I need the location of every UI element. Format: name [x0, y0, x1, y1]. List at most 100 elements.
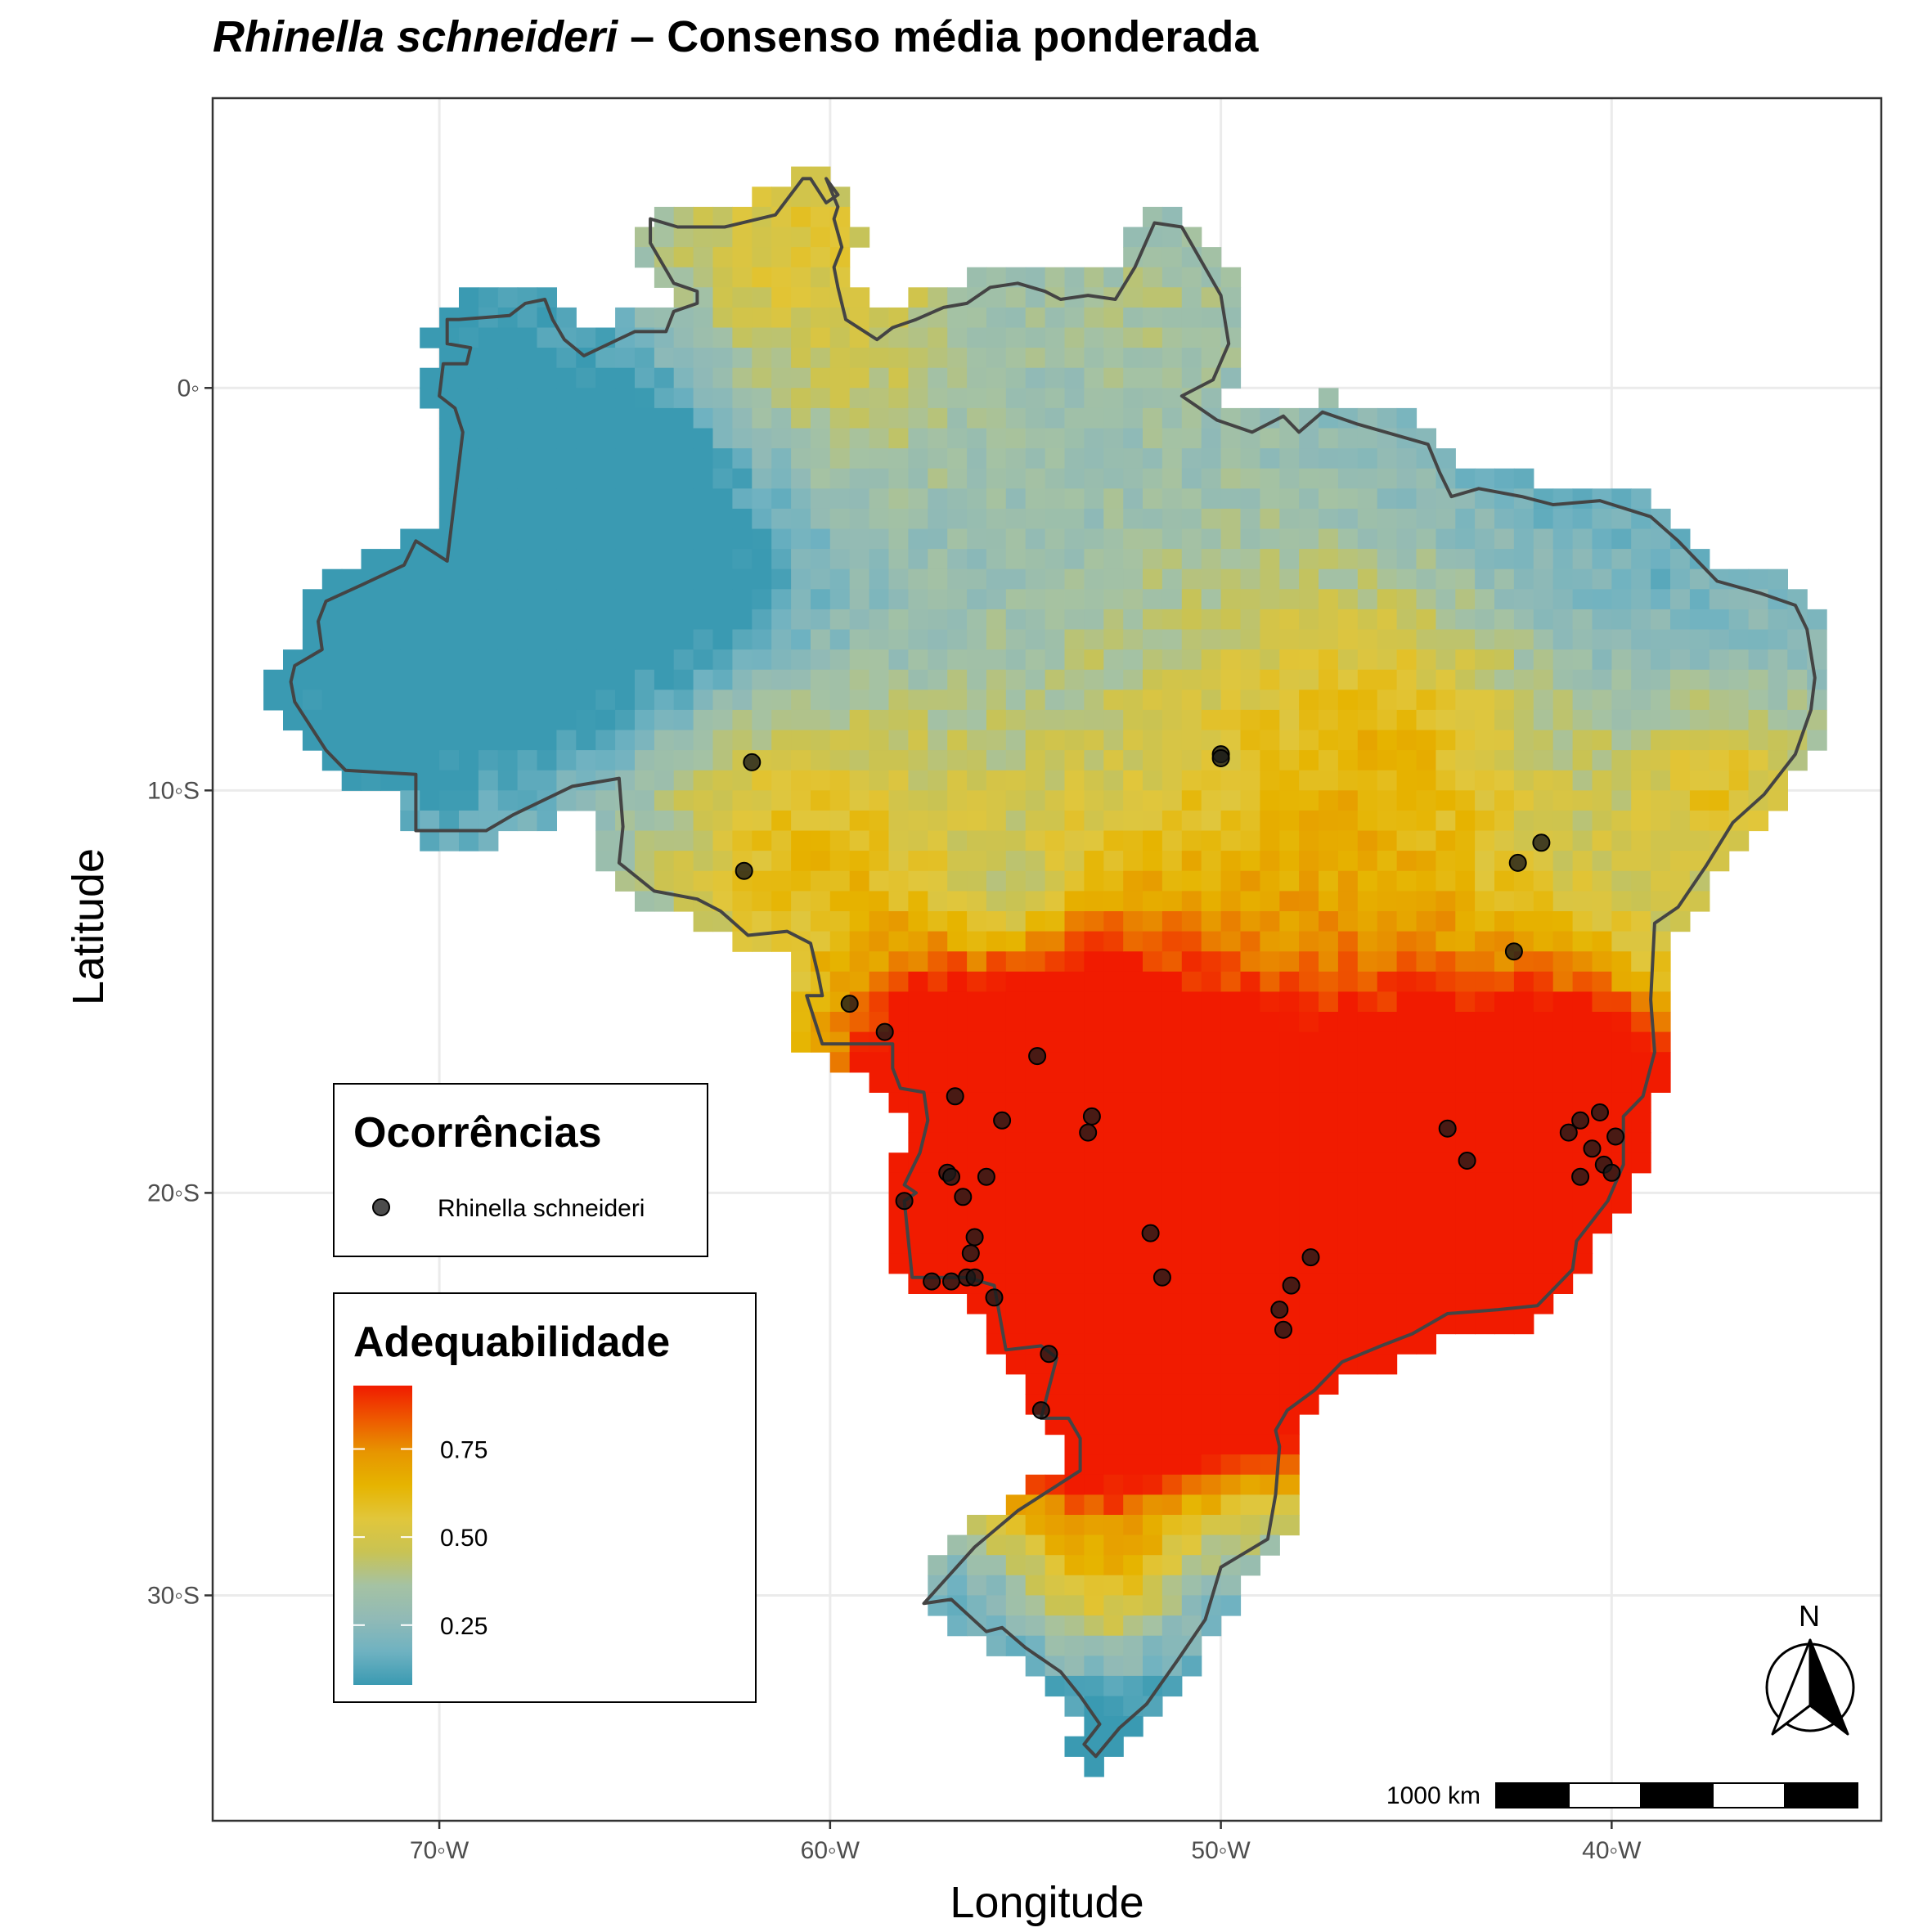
raster-cell	[791, 307, 811, 329]
raster-cell	[595, 468, 616, 489]
occurrence-point	[977, 1167, 995, 1186]
raster-cell	[1572, 549, 1593, 570]
raster-cell	[1494, 891, 1515, 912]
raster-cell	[1377, 1233, 1398, 1254]
raster-cell	[1357, 1112, 1378, 1134]
raster-cell	[1260, 790, 1280, 811]
raster-cell	[517, 629, 538, 650]
raster-cell	[1455, 669, 1476, 690]
raster-cell	[1220, 589, 1242, 610]
raster-cell	[869, 367, 890, 389]
raster-cell	[732, 669, 753, 690]
raster-cell	[1299, 951, 1319, 973]
raster-cell	[497, 407, 519, 429]
raster-cell	[1123, 931, 1143, 952]
raster-cell	[1201, 1012, 1222, 1033]
raster-cell	[1064, 709, 1085, 731]
raster-cell	[1319, 1314, 1339, 1335]
raster-cell	[1416, 609, 1436, 631]
raster-cell	[1181, 669, 1202, 690]
raster-cell	[1240, 1172, 1260, 1193]
legend-suitability: Adequabilidade 0.250.500.75	[333, 1292, 757, 1703]
raster-cell	[791, 388, 811, 409]
raster-cell	[1025, 1575, 1046, 1596]
raster-cell	[1260, 810, 1280, 832]
raster-cell	[537, 810, 557, 832]
occurrence-point	[965, 1268, 984, 1287]
raster-cell	[1396, 669, 1418, 690]
raster-cell	[1103, 709, 1124, 731]
raster-cell	[439, 709, 460, 731]
raster-cell	[400, 690, 420, 711]
raster-cell	[1005, 730, 1027, 751]
raster-cell	[1631, 1031, 1651, 1053]
raster-cell	[1651, 891, 1671, 912]
raster-cell	[1201, 770, 1222, 791]
raster-cell	[1045, 830, 1066, 851]
raster-cell	[1513, 568, 1534, 590]
raster-cell	[967, 971, 987, 992]
raster-cell	[1377, 870, 1398, 892]
raster-cell	[1064, 1172, 1085, 1193]
raster-cell	[1377, 649, 1398, 671]
raster-cell	[1181, 911, 1202, 932]
raster-cell	[986, 568, 1007, 590]
raster-cell	[1064, 1534, 1085, 1556]
raster-cell	[1084, 407, 1104, 429]
raster-cell	[1084, 448, 1104, 470]
raster-cell	[693, 810, 714, 832]
raster-cell	[1377, 1072, 1398, 1093]
raster-cell	[1533, 851, 1554, 872]
raster-cell	[1377, 1052, 1398, 1073]
raster-cell	[1181, 327, 1202, 348]
raster-cell	[400, 709, 420, 731]
raster-cell	[869, 568, 890, 590]
raster-cell	[849, 891, 870, 912]
raster-cell	[1064, 730, 1085, 751]
raster-cell	[517, 307, 538, 329]
raster-cell	[1181, 367, 1202, 389]
raster-cell	[1475, 911, 1495, 932]
raster-cell	[1416, 1152, 1436, 1174]
raster-cell	[1592, 911, 1612, 932]
raster-cell	[1436, 790, 1456, 811]
raster-cell	[1161, 549, 1183, 570]
raster-cell	[1377, 770, 1398, 791]
raster-cell	[1103, 1615, 1124, 1637]
raster-cell	[1416, 690, 1436, 711]
raster-cell	[947, 709, 968, 731]
raster-cell	[1513, 1253, 1534, 1274]
raster-cell	[1064, 1213, 1085, 1234]
raster-cell	[635, 690, 655, 711]
raster-cell	[1005, 488, 1027, 510]
raster-cell	[752, 428, 772, 449]
raster-cell	[1533, 951, 1554, 973]
raster-cell	[693, 629, 714, 650]
raster-cell	[1357, 770, 1378, 791]
raster-cell	[947, 690, 968, 711]
raster-cell	[908, 669, 928, 690]
raster-cell	[928, 690, 948, 711]
raster-cell	[928, 1132, 948, 1153]
raster-cell	[654, 770, 675, 791]
raster-cell	[1045, 649, 1066, 671]
raster-cell	[1045, 1112, 1066, 1134]
raster-cell	[1337, 870, 1359, 892]
raster-cell	[1103, 388, 1124, 409]
raster-cell	[1416, 750, 1436, 771]
raster-cell	[1064, 327, 1085, 348]
raster-cell	[615, 629, 636, 650]
raster-cell	[1025, 951, 1046, 973]
raster-cell	[497, 629, 519, 650]
raster-cell	[1299, 1213, 1319, 1234]
raster-cell	[1201, 1474, 1222, 1495]
raster-cell	[1161, 991, 1183, 1013]
raster-cell	[1357, 810, 1378, 832]
occurrence-point	[895, 1192, 914, 1211]
raster-cell	[439, 589, 460, 610]
raster-cell	[829, 388, 851, 409]
raster-cell	[752, 468, 772, 489]
raster-cell	[1220, 428, 1242, 449]
raster-cell	[732, 267, 753, 288]
raster-cell	[1728, 790, 1750, 811]
